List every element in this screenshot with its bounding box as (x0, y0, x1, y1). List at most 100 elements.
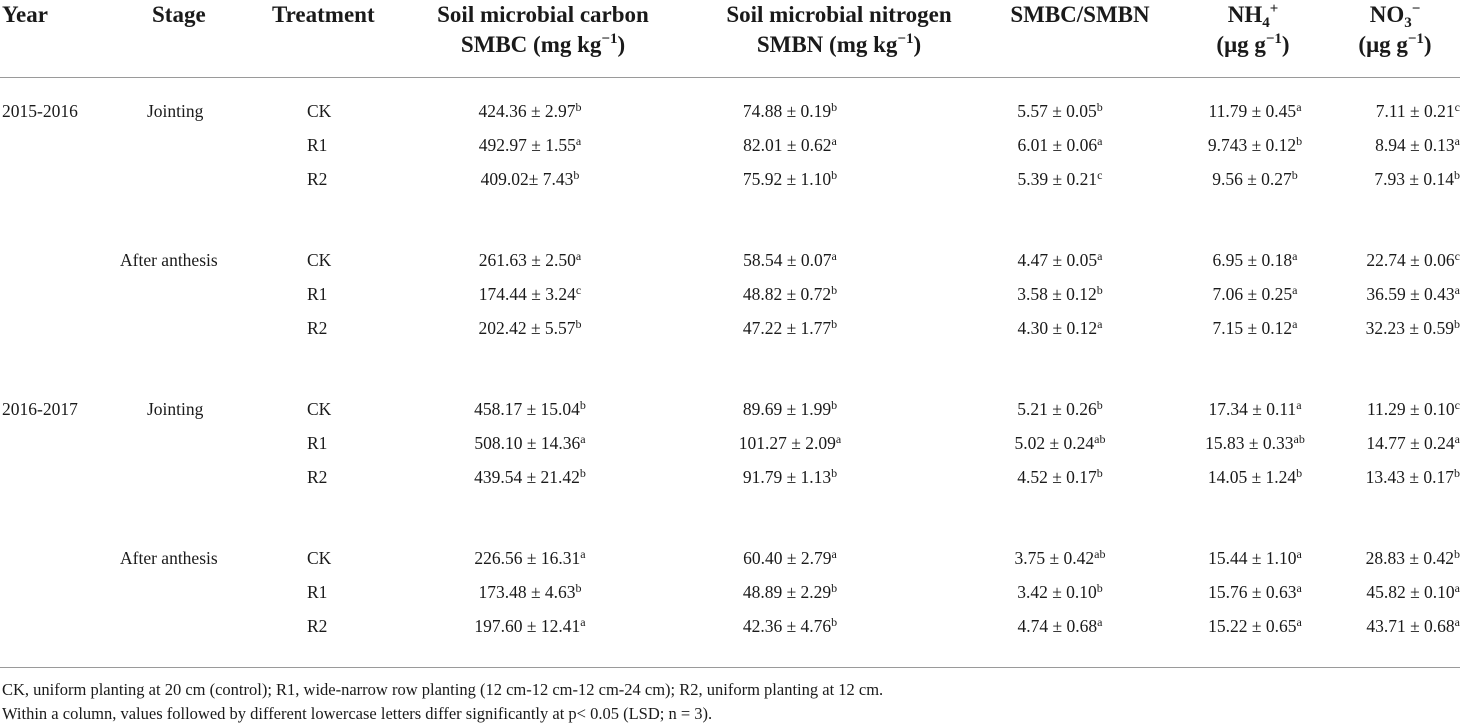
cell-no3-value: 32.23 ± 0.59 (1365, 318, 1454, 338)
cell-smbn-letter: b (831, 283, 838, 297)
cell-smbc-value: 174.44 ± 3.24 (478, 284, 576, 304)
cell-smbn-value: 60.40 ± 2.79 (743, 548, 832, 568)
header-no3-formula: NO3− (1369, 1, 1421, 31)
cell-ratio-letter: b (1096, 466, 1103, 480)
cell-ratio-letter: b (1096, 581, 1103, 595)
cell-nh4-value: 6.95 ± 0.18 (1212, 250, 1293, 270)
cell-no3-value: 14.77 ± 0.24 (1366, 433, 1455, 453)
cell-nh4-letter: a (1292, 317, 1298, 331)
cell-nh4-value: 17.34 ± 0.11 (1208, 399, 1297, 419)
cell-nh4: 15.83 ± 0.33ab (1180, 432, 1330, 454)
cell-nh4-value: 9.743 ± 0.12 (1207, 135, 1297, 155)
cell-nh4-value: 11.79 ± 0.45 (1208, 101, 1297, 121)
cell-smbn-letter: b (831, 581, 838, 595)
cell-no3: 36.59 ± 0.43a (1320, 283, 1460, 305)
cell-nh4-letter: b (1296, 134, 1303, 148)
cell-ratio-value: 5.57 ± 0.05 (1017, 101, 1097, 121)
cell-smbn: 48.82 ± 0.72b (660, 283, 920, 305)
cell-smbc-letter: b (575, 581, 582, 595)
cell-no3-letter: c (1454, 398, 1460, 412)
year-label: 2016-2017 (2, 399, 78, 419)
year-label: 2015-2016 (2, 101, 78, 121)
cell-smbn-letter: b (831, 100, 838, 114)
treatment-label: R1 (307, 284, 328, 304)
cell-ratio: 5.02 ± 0.24ab (985, 432, 1135, 454)
cell-smbn: 58.54 ± 0.07a (660, 249, 920, 271)
cell-no3-value: 36.59 ± 0.43 (1366, 284, 1455, 304)
cell-nh4-value: 15.76 ± 0.63 (1208, 582, 1297, 602)
cell-no3: 22.74 ± 0.06c (1320, 249, 1460, 271)
cell-ratio: 4.74 ± 0.68a (985, 615, 1135, 637)
cell-smbn-value: 58.54 ± 0.07 (743, 250, 832, 270)
cell-nh4-value: 15.44 ± 1.10 (1208, 548, 1297, 568)
cell-smbn-letter: b (831, 168, 838, 182)
treatment-label: R2 (307, 467, 328, 487)
cell-no3-value: 43.71 ± 0.68 (1366, 616, 1455, 636)
cell-smbc: 458.17 ± 15.04b (400, 398, 660, 420)
cell-no3-letter: a (1454, 615, 1460, 629)
cell-ratio: 4.52 ± 0.17b (985, 466, 1135, 488)
cell-nh4: 7.15 ± 0.12a (1180, 317, 1330, 339)
cell-smbc-letter: a (580, 432, 586, 446)
stage-label: Jointing (147, 101, 204, 121)
cell-nh4-letter: a (1296, 581, 1302, 595)
stage-label: After anthesis (120, 250, 218, 270)
bottom-rule (0, 667, 1460, 668)
cell-ratio-value: 3.75 ± 0.42 (1014, 548, 1095, 568)
cell-no3-letter: a (1454, 432, 1460, 446)
cell-smbn-value: 48.82 ± 0.72 (742, 284, 832, 304)
cell-nh4-letter: a (1292, 283, 1298, 297)
cell-nh4-value: 9.56 ± 0.27 (1212, 169, 1292, 189)
cell-nh4: 15.22 ± 0.65a (1180, 615, 1330, 637)
cell-smbn: 75.92 ± 1.10b (660, 168, 920, 190)
header-smbc-line1: Soil microbial carbon (437, 2, 649, 27)
cell-no3: 14.77 ± 0.24a (1320, 432, 1460, 454)
cell-no3-value: 7.11 ± 0.21 (1375, 101, 1455, 121)
cell-no3-value: 8.94 ± 0.13 (1375, 135, 1455, 155)
header-stage: Stage (152, 2, 206, 27)
cell-smbc-value: 424.36 ± 2.97 (478, 101, 576, 121)
header-no3: NO3− (μg g−1) (1330, 0, 1460, 60)
cell-no3: 13.43 ± 0.17b (1320, 466, 1460, 488)
cell-ratio: 4.47 ± 0.05a (985, 249, 1135, 271)
cell-ratio: 5.57 ± 0.05b (985, 100, 1135, 122)
cell-no3-value: 45.82 ± 0.10 (1366, 582, 1455, 602)
cell-smbc-letter: c (575, 283, 582, 297)
header-nh4-formula: NH4+ (1227, 1, 1279, 31)
cell-smbn-letter: a (831, 134, 837, 148)
cell-smbn: 82.01 ± 0.62a (660, 134, 920, 156)
cell-ratio-value: 4.74 ± 0.68 (1017, 616, 1098, 636)
cell-ratio-letter: a (1097, 134, 1103, 148)
cell-no3-value: 7.93 ± 0.14 (1374, 169, 1454, 189)
cell-smbc-value: 226.56 ± 16.31 (474, 548, 581, 568)
header-ratio: SMBC/SMBN (1010, 2, 1150, 27)
cell-no3: 7.11 ± 0.21c (1320, 100, 1460, 122)
cell-ratio-value: 4.52 ± 0.17 (1017, 467, 1097, 487)
cell-nh4: 6.95 ± 0.18a (1180, 249, 1330, 271)
cell-smbn: 47.22 ± 1.77b (660, 317, 920, 339)
cell-smbc-value: 197.60 ± 12.41 (474, 616, 581, 636)
header-smbn-line2: SMBN (mg kg−1) (756, 31, 922, 58)
cell-nh4-letter: b (1291, 168, 1298, 182)
cell-nh4-value: 15.83 ± 0.33 (1205, 433, 1294, 453)
cell-smbn-letter: a (831, 249, 837, 263)
cell-smbc-value: 458.17 ± 15.04 (474, 399, 580, 419)
cell-smbn: 101.27 ± 2.09a (660, 432, 920, 454)
cell-smbn-value: 101.27 ± 2.09 (738, 433, 836, 453)
cell-nh4-letter: a (1296, 100, 1302, 114)
cell-smbn-value: 91.79 ± 1.13 (742, 467, 832, 487)
cell-ratio: 3.42 ± 0.10b (985, 581, 1135, 603)
cell-ratio-value: 3.42 ± 0.10 (1017, 582, 1097, 602)
cell-smbn-value: 75.92 ± 1.10 (742, 169, 832, 189)
cell-smbc-value: 173.48 ± 4.63 (478, 582, 576, 602)
cell-nh4: 9.743 ± 0.12b (1180, 134, 1330, 156)
header-nh4: NH4+ (μg g−1) (1188, 0, 1318, 60)
cell-smbn-value: 82.01 ± 0.62 (743, 135, 832, 155)
treatment-label: CK (307, 250, 332, 270)
cell-ratio-value: 6.01 ± 0.06 (1017, 135, 1098, 155)
treatment-label: CK (307, 548, 332, 568)
treatment-label: R2 (307, 318, 328, 338)
cell-nh4: 7.06 ± 0.25a (1180, 283, 1330, 305)
cell-no3: 11.29 ± 0.10c (1320, 398, 1460, 420)
cell-nh4-letter: a (1292, 249, 1298, 263)
